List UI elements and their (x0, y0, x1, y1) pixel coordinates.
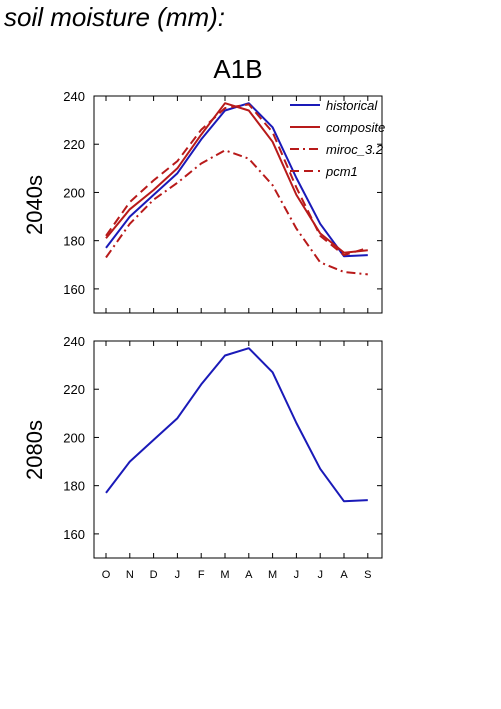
x-tick-label: J (294, 569, 300, 581)
plot-frame (93, 95, 383, 314)
y-tick-label: 180 (63, 479, 85, 494)
plot-frame (93, 340, 383, 559)
x-tick-label: J (317, 569, 323, 581)
legend-label: pcm1 (325, 164, 358, 179)
page-title: soil moisture (mm): (4, 2, 226, 32)
x-tick-label: F (198, 569, 205, 581)
x-tick-label: S (364, 569, 371, 581)
y-tick-label: 220 (63, 137, 85, 152)
y-tick-label: 240 (63, 334, 85, 349)
x-tick-label: N (126, 569, 134, 581)
x-tick-label: J (175, 569, 181, 581)
series-line-historical (105, 347, 368, 503)
x-tick-label: D (150, 569, 158, 581)
y-tick-label: 200 (63, 185, 85, 200)
chart-title: A1B (213, 54, 263, 84)
legend-label: composite (326, 120, 385, 135)
y-tick-label: 240 (63, 89, 85, 104)
legend-label: historical (326, 98, 378, 113)
x-tick-label: O (102, 569, 111, 581)
x-tick-label: M (220, 569, 229, 581)
legend-label: miroc_3.2 (326, 142, 384, 157)
series-line-miroc-3-2 (105, 149, 368, 276)
x-tick-label: M (268, 569, 277, 581)
x-tick-label: A (245, 569, 253, 581)
x-tick-label: A (340, 569, 348, 581)
y-tick-label: 200 (63, 430, 85, 445)
y-tick-label: 180 (63, 234, 85, 249)
y-tick-label: 160 (63, 527, 85, 542)
series-line-pcm1 (105, 103, 369, 257)
y-tick-label: 220 (63, 382, 85, 397)
y-tick-label: 160 (63, 282, 85, 297)
